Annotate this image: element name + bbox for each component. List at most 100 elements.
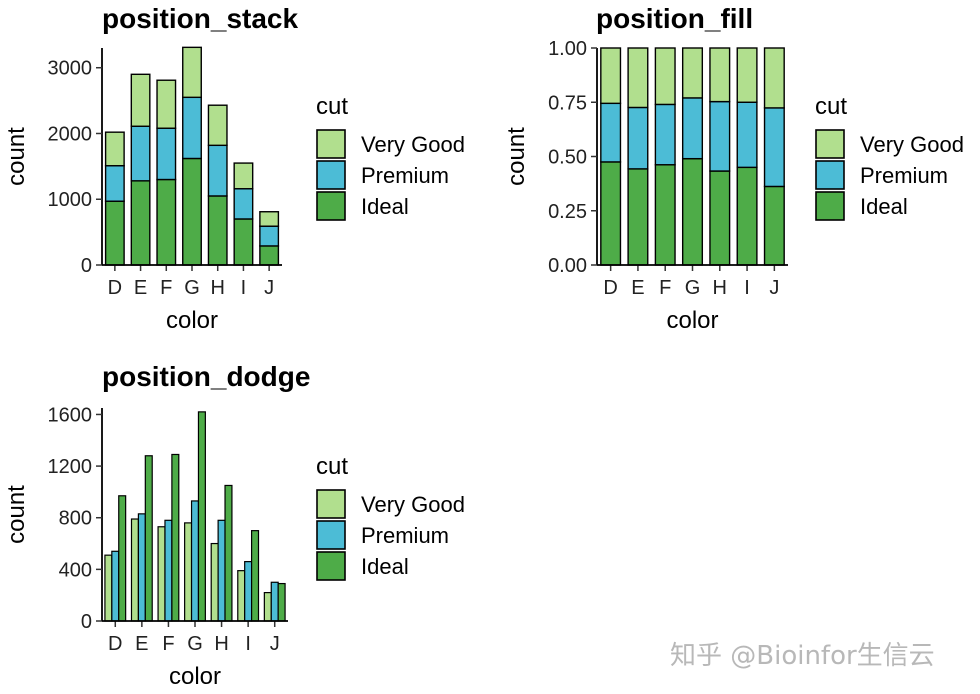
legend-key-very-good bbox=[815, 129, 845, 159]
legend-key-premium bbox=[815, 160, 845, 190]
legend-dodge: cut Very Good Premium Ideal bbox=[316, 453, 465, 581]
legend-label: Very Good bbox=[361, 132, 465, 157]
bar-fill-I-premium bbox=[736, 101, 758, 169]
bar-fill-D-premium bbox=[600, 102, 622, 163]
bar-dodge-J-ideal bbox=[277, 582, 286, 622]
bar-fill-G-ideal bbox=[681, 157, 704, 266]
bar-stack-F-ideal bbox=[156, 178, 177, 266]
bar-stack-D-very-good bbox=[104, 131, 125, 167]
y-tick-label: 0 bbox=[81, 611, 92, 633]
bar-dodge-D-premium bbox=[111, 550, 120, 622]
legend-label: Ideal bbox=[361, 194, 409, 219]
legend-key-very-good bbox=[316, 489, 346, 519]
bar-dodge-F-very-good bbox=[157, 526, 166, 622]
y-tick-label: 1.00 bbox=[548, 38, 587, 60]
x-tick-label: E bbox=[631, 277, 644, 299]
bar-dodge-D-ideal bbox=[118, 495, 127, 622]
legend-stack: cut Very Good Premium Ideal bbox=[316, 93, 465, 221]
y-tick-label: 1200 bbox=[48, 456, 93, 478]
bar-stack-H-ideal bbox=[207, 195, 228, 266]
chart-title-stack: position_stack bbox=[102, 3, 298, 34]
x-tick-label: I bbox=[744, 277, 750, 299]
bar-stack-J-ideal bbox=[259, 245, 280, 266]
bar-dodge-J-premium bbox=[270, 581, 279, 622]
chart-title-dodge: position_dodge bbox=[102, 361, 310, 392]
legend-title: cut bbox=[316, 453, 348, 480]
legend-label: Premium bbox=[361, 523, 449, 548]
x-tick-label: D bbox=[108, 277, 122, 299]
bar-stack-G-ideal bbox=[182, 157, 202, 266]
bar-fill-E-premium bbox=[627, 106, 649, 170]
legend-label: Ideal bbox=[860, 194, 908, 219]
chart-title-fill: position_fill bbox=[596, 3, 753, 34]
bar-fill-F-very-good bbox=[654, 47, 676, 106]
bar-fill-H-premium bbox=[709, 100, 731, 172]
legend-title: cut bbox=[815, 93, 847, 120]
bar-dodge-I-very-good bbox=[237, 570, 246, 622]
bar-dodge-G-very-good bbox=[184, 522, 193, 622]
bar-fill-J-premium bbox=[763, 107, 785, 188]
bar-stack-I-very-good bbox=[233, 162, 254, 190]
bar-dodge-H-very-good bbox=[210, 542, 219, 622]
x-axis-label: color bbox=[666, 307, 718, 334]
x-tick-label: F bbox=[162, 633, 174, 655]
bar-stack-H-premium bbox=[207, 144, 228, 197]
bar-dodge-I-ideal bbox=[250, 530, 260, 622]
bar-fill-G-very-good bbox=[681, 47, 704, 99]
bar-stack-G-premium bbox=[182, 96, 202, 160]
panel-position-fill: position_fill cut Very Good Premium Ideal D… bbox=[503, 3, 964, 334]
x-tick-label: F bbox=[659, 277, 671, 299]
x-tick-label: I bbox=[241, 277, 247, 299]
y-tick-label: 0.00 bbox=[548, 255, 587, 277]
bar-stack-E-premium bbox=[130, 125, 151, 182]
x-axis-label: color bbox=[169, 663, 221, 690]
bar-fill-I-ideal bbox=[736, 166, 758, 266]
bar-dodge-G-ideal bbox=[197, 411, 206, 622]
bar-fill-D-very-good bbox=[600, 47, 622, 105]
bar-stack-F-premium bbox=[156, 127, 177, 181]
bar-dodge-H-premium bbox=[217, 519, 226, 622]
bar-fill-D-ideal bbox=[600, 161, 622, 266]
bar-dodge-E-very-good bbox=[130, 518, 140, 622]
bar-dodge-D-very-good bbox=[104, 554, 113, 622]
y-tick-label: 400 bbox=[59, 559, 92, 581]
x-tick-label: H bbox=[214, 633, 228, 655]
legend-label: Ideal bbox=[361, 554, 409, 579]
bar-fill-H-very-good bbox=[709, 47, 731, 103]
x-tick-label: H bbox=[713, 277, 727, 299]
y-tick-label: 0.75 bbox=[548, 92, 587, 114]
x-tick-label: E bbox=[134, 277, 147, 299]
y-tick-label: 3000 bbox=[48, 58, 93, 80]
y-axis-label: count bbox=[503, 127, 530, 186]
legend-key-very-good bbox=[316, 129, 346, 159]
y-tick-label: 0.50 bbox=[548, 147, 587, 169]
x-tick-label: I bbox=[245, 633, 251, 655]
legend-key-ideal bbox=[316, 551, 346, 581]
legend-key-premium bbox=[316, 160, 346, 190]
bar-stack-F-very-good bbox=[156, 79, 177, 129]
y-tick-label: 2000 bbox=[48, 123, 93, 145]
x-tick-label: D bbox=[108, 633, 122, 655]
bar-fill-F-premium bbox=[654, 103, 676, 166]
bar-stack-E-ideal bbox=[130, 180, 151, 266]
legend-label: Very Good bbox=[361, 492, 465, 517]
bar-stack-G-very-good bbox=[182, 46, 202, 99]
legend-label: Very Good bbox=[860, 132, 964, 157]
bar-stack-D-premium bbox=[104, 165, 125, 202]
legend-key-premium bbox=[316, 520, 346, 550]
bar-fill-I-very-good bbox=[736, 47, 758, 103]
x-tick-label: E bbox=[135, 633, 148, 655]
bar-dodge-F-ideal bbox=[171, 453, 180, 622]
bar-dodge-E-ideal bbox=[144, 455, 153, 622]
legend-title: cut bbox=[316, 93, 348, 120]
bar-fill-J-ideal bbox=[763, 185, 785, 266]
bar-fill-J-very-good bbox=[763, 47, 785, 109]
y-tick-label: 0.25 bbox=[548, 201, 587, 223]
x-tick-label: F bbox=[160, 277, 172, 299]
bar-dodge-I-premium bbox=[244, 561, 253, 622]
bar-dodge-H-ideal bbox=[224, 484, 233, 622]
bar-stack-J-premium bbox=[259, 225, 280, 247]
legend-key-ideal bbox=[316, 191, 346, 221]
bar-fill-H-ideal bbox=[709, 170, 731, 266]
